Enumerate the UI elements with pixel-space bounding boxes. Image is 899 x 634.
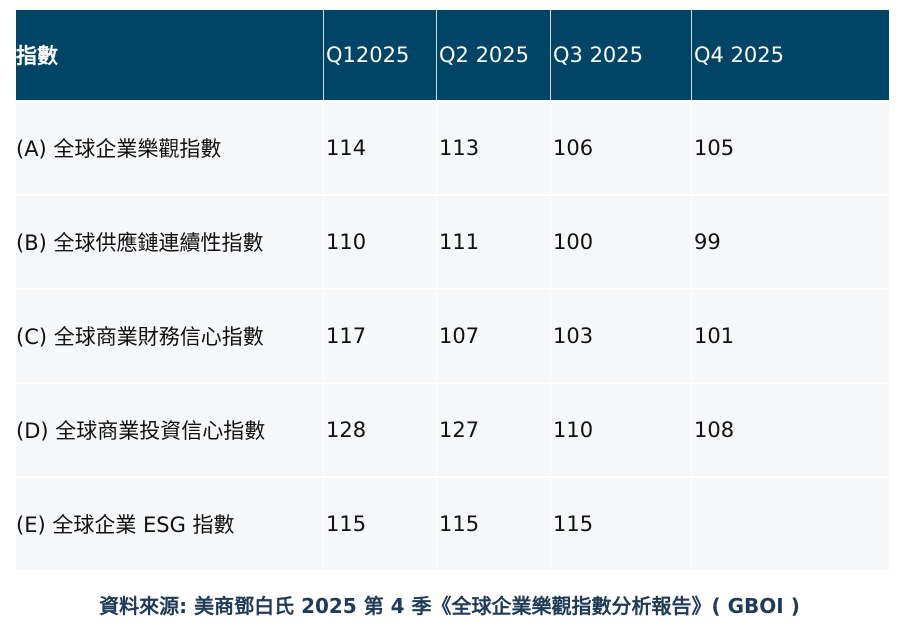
header-q3: Q3 2025 [551,10,692,100]
cell: 103 [551,288,692,382]
cell: 115 [437,476,551,570]
cell: 117 [324,288,437,382]
table-row: (D) 全球商業投資信心指數 128 127 110 108 [16,382,889,476]
cell: 107 [437,288,551,382]
table-row: (C) 全球商業財務信心指數 117 107 103 101 [16,288,889,382]
cell: 115 [324,476,437,570]
cell: 110 [551,382,692,476]
cell: 113 [437,100,551,194]
cell: 108 [692,382,889,476]
cell: 99 [692,194,889,288]
row-label: (A) 全球企業樂觀指數 [16,100,324,194]
row-label: (E) 全球企業 ESG 指數 [16,476,324,570]
header-q4: Q4 2025 [692,10,889,100]
row-label: (C) 全球商業財務信心指數 [16,288,324,382]
cell: 114 [324,100,437,194]
cell [692,476,889,570]
source-caption: 資料來源: 美商鄧白氏 2025 第 4 季《全球企業樂觀指數分析報告》( GB… [99,594,800,618]
table-row: (A) 全球企業樂觀指數 114 113 106 105 [16,100,889,194]
row-label: (D) 全球商業投資信心指數 [16,382,324,476]
header-q1: Q12025 [324,10,437,100]
cell: 110 [324,194,437,288]
cell: 100 [551,194,692,288]
cell: 101 [692,288,889,382]
cell: 111 [437,194,551,288]
cell: 127 [437,382,551,476]
table-row: (E) 全球企業 ESG 指數 115 115 115 [16,476,889,570]
cell: 106 [551,100,692,194]
cell: 105 [692,100,889,194]
index-table: 指數 Q12025 Q2 2025 Q3 2025 Q4 2025 (A) 全球… [16,10,889,570]
cell: 115 [551,476,692,570]
row-label: (B) 全球供應鏈連續性指數 [16,194,324,288]
header-index: 指數 [16,10,324,100]
table-row: (B) 全球供應鏈連續性指數 110 111 100 99 [16,194,889,288]
cell: 128 [324,382,437,476]
table-header-row: 指數 Q12025 Q2 2025 Q3 2025 Q4 2025 [16,10,889,100]
header-q2: Q2 2025 [437,10,551,100]
